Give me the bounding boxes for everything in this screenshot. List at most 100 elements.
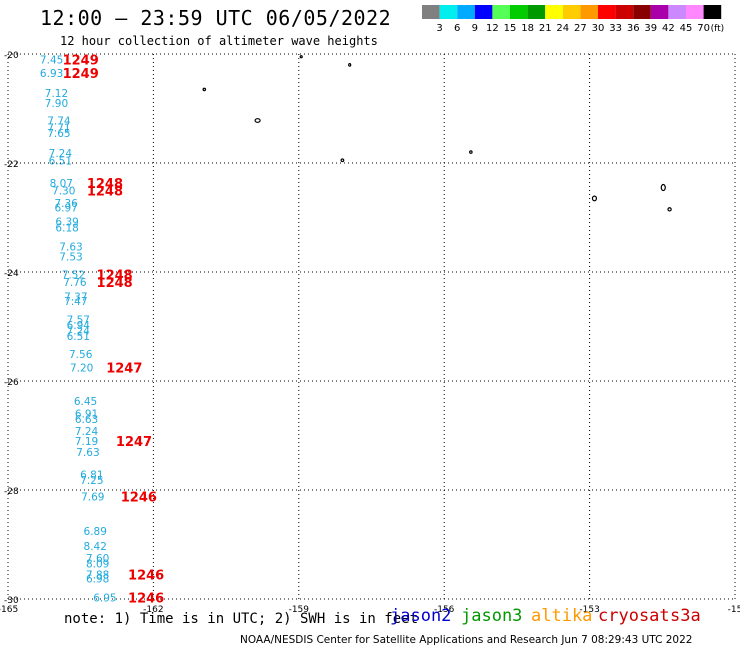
colorbar-swatch	[650, 5, 669, 19]
time-label: 1246	[128, 591, 164, 606]
time-label: 1248	[97, 276, 133, 291]
swh-label: 8.42	[84, 541, 107, 553]
swh-label: 7.12	[45, 88, 68, 100]
x-tick-label: -156	[434, 605, 455, 615]
time-label: 1248	[87, 177, 123, 192]
time-label: 1248	[97, 269, 133, 284]
chart-title: 12:00 — 23:59 UTC 06/05/2022	[40, 6, 392, 30]
island-outline	[591, 195, 598, 202]
grid-lines	[7, 53, 736, 600]
legend-altika: altika	[531, 606, 593, 626]
swh-label: 6.39	[55, 216, 78, 228]
swh-label: 7.74	[47, 115, 71, 127]
time-labels: 1249124912481248124812481247124712461246…	[63, 53, 165, 606]
swh-label: 6.93	[40, 68, 63, 80]
swh-label: 6.89	[84, 526, 107, 538]
x-tick-label: -159	[289, 605, 310, 615]
y-axis-ticks: -20 -22 -24 -26 -28 -30	[4, 51, 19, 606]
legend-jason2: jason2	[390, 606, 452, 626]
colorbar-swatch	[703, 5, 722, 19]
x-axis-ticks: -165 -162 -159 -156 -153 -15	[0, 605, 740, 615]
colorbar-label: 6	[454, 23, 460, 34]
colorbar-label: 9	[472, 23, 478, 34]
swh-label: 7.19	[75, 436, 98, 448]
x-tick-label: -162	[143, 605, 163, 615]
swh-label: 7.57	[67, 314, 90, 326]
time-label: 1247	[106, 361, 142, 376]
footer-note: note: 1) Time is in UTC; 2) SWH is in fe…	[64, 611, 419, 627]
y-tick-label: -26	[4, 378, 19, 388]
swh-label: 6.94	[67, 320, 91, 332]
time-label: 1246	[128, 568, 164, 583]
swh-label: 6.95	[93, 592, 116, 604]
colorbar-label: 3	[436, 23, 442, 34]
colorbar-swatch	[510, 5, 528, 19]
swh-label: 7.69	[81, 492, 104, 504]
colorbar-unit: (ft)	[711, 24, 725, 34]
island-outline	[254, 118, 261, 123]
swh-label: 6.98	[86, 573, 109, 585]
swh-label: 6.63	[75, 414, 98, 426]
colorbar-label: 30	[592, 23, 605, 34]
swh-label: 7.56	[69, 349, 93, 361]
y-tick-label: -30	[4, 596, 19, 606]
colorbar-swatch	[668, 5, 686, 19]
swh-labels: 7.456.937.127.907.747.717.657.246.518.07…	[40, 54, 117, 604]
swh-label: 7.53	[59, 252, 82, 264]
chart-subtitle: 12 hour collection of altimeter wave hei…	[60, 34, 378, 48]
swh-label: 6.51	[67, 331, 90, 343]
swh-label: 7.45	[40, 54, 63, 66]
island-outline	[340, 158, 345, 163]
island-outlines	[202, 55, 672, 212]
time-label: 1249	[63, 67, 99, 82]
swh-label: 6.51	[49, 155, 72, 167]
time-label: 1248	[87, 184, 123, 199]
swh-label: 7.60	[86, 553, 109, 565]
colorbar-swatch	[598, 5, 616, 19]
swh-label: 7.71	[47, 123, 70, 135]
swh-label: 6.18	[55, 222, 78, 234]
time-label: 1246	[121, 491, 157, 506]
swh-label: 6.45	[74, 396, 97, 408]
colorbar: 3 6 9 12 15 18 21 24 27 30 33 36 39 42 45 70 (ft)	[422, 5, 724, 34]
colorbar-label: 15	[504, 23, 517, 34]
swh-label: 7.24	[49, 148, 73, 160]
island-outline	[348, 63, 352, 67]
swh-label: 7.20	[70, 362, 93, 374]
island-outline	[202, 87, 207, 92]
colorbar-swatch	[580, 5, 598, 19]
swh-label: 7.65	[47, 128, 70, 140]
swh-label: 7.30	[52, 185, 75, 197]
swh-label: 7.37	[64, 292, 87, 304]
swh-label: 7.24	[75, 426, 99, 438]
colorbar-swatch	[457, 5, 475, 19]
colorbar-label: 18	[521, 23, 534, 34]
colorbar-swatch	[492, 5, 510, 19]
swh-label: 6.91	[75, 409, 98, 421]
colorbar-swatch	[562, 5, 581, 19]
colorbar-swatch	[527, 5, 546, 19]
colorbar-label: 27	[574, 23, 587, 34]
colorbar-swatch	[545, 5, 563, 19]
swh-label: 6.81	[80, 470, 103, 482]
time-label: 1249	[63, 53, 99, 68]
swh-label: 7.52	[62, 270, 85, 282]
swh-label: 7.63	[76, 447, 99, 459]
colorbar-label: 70	[697, 23, 710, 34]
swh-label: 7.36	[54, 198, 78, 210]
colorbar-label: 12	[486, 23, 499, 34]
colorbar-label: 39	[644, 23, 657, 34]
footer-credit: NOAA/NESDIS Center for Satellite Applica…	[240, 634, 693, 646]
island-outline	[660, 183, 666, 192]
y-tick-label: -22	[4, 160, 19, 170]
swh-label: 7.63	[59, 241, 82, 253]
island-outline	[299, 55, 303, 59]
swh-label: 7.88	[86, 569, 109, 581]
x-tick-label: -153	[579, 605, 599, 615]
colorbar-label: 45	[680, 23, 693, 34]
colorbar-swatch	[633, 5, 651, 19]
y-tick-label: -24	[4, 269, 19, 279]
x-tick-label: -15	[728, 605, 740, 615]
y-tick-label: -20	[4, 51, 19, 61]
